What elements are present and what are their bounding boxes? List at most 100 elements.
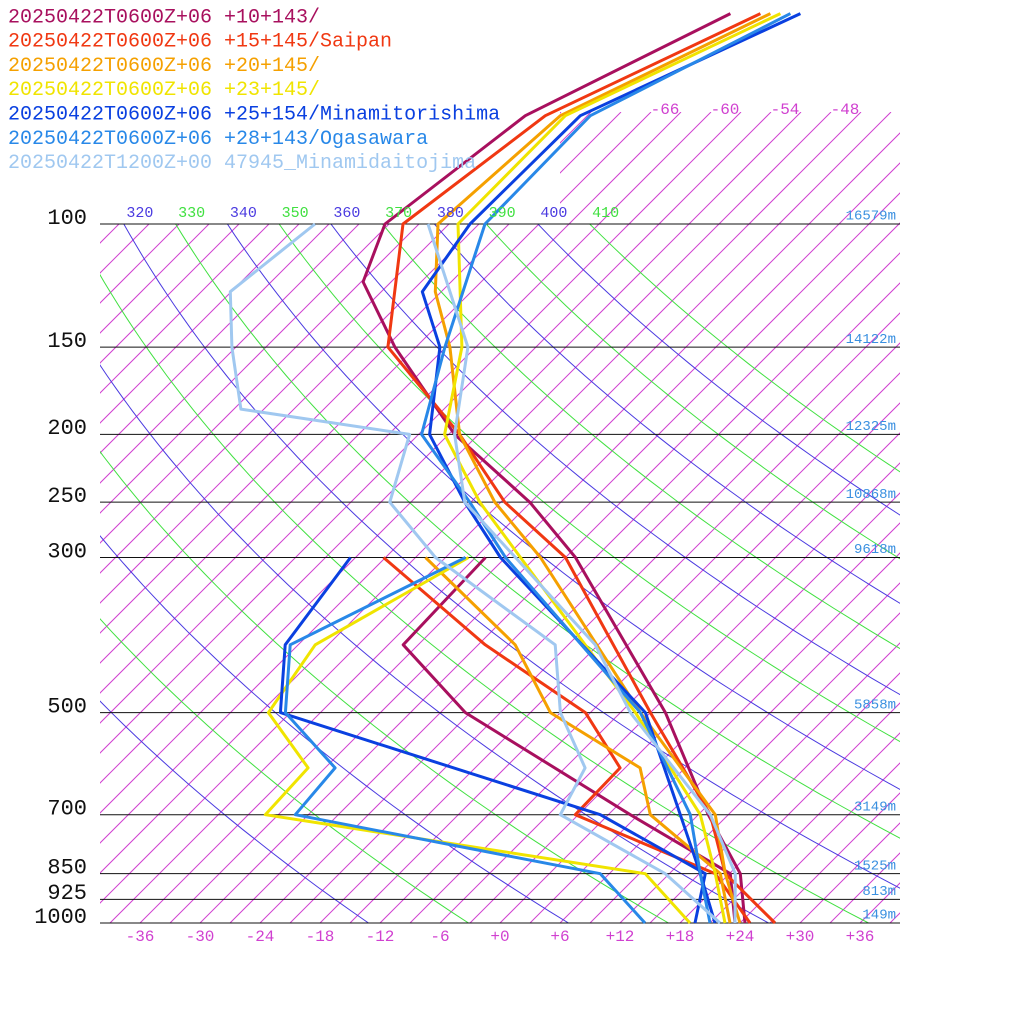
isotherm — [100, 112, 862, 923]
height-label: 1525m — [854, 858, 896, 874]
pressure-label: 700 — [47, 797, 87, 822]
dry-adiabats — [100, 224, 900, 923]
legend-entry: 20250422T0600Z+06 +28+143/Ogasawara — [8, 128, 428, 151]
x-tick-label: -30 — [186, 928, 215, 946]
isotherm — [100, 112, 802, 923]
isotherm — [529, 112, 900, 923]
height-label: 9618m — [854, 542, 896, 558]
isotherm — [199, 112, 900, 923]
dry-adiabat — [100, 450, 669, 923]
isotherm — [100, 112, 712, 923]
x-tick-label: +18 — [666, 928, 695, 946]
adiabat-label: 350 — [282, 205, 309, 222]
isotherm — [769, 112, 900, 923]
labels: -66 -60 -54 -48 320 330 340 350 360 370 380 390 400 4… — [8, 6, 896, 946]
dry-adiabat — [330, 224, 900, 696]
pressure-label: 300 — [47, 539, 87, 564]
isotherm — [469, 112, 900, 923]
dry-adiabat — [226, 224, 900, 790]
legend-entry: 20250422T0600Z+06 +10+143/ — [8, 6, 320, 29]
dewpoint-line — [401, 556, 737, 924]
legend-entry: 20250422T1200Z+00 47945_Minamidaitojima — [8, 152, 476, 175]
isotherm — [559, 112, 900, 923]
temperature-line — [386, 12, 777, 925]
x-tick-label: +24 — [726, 928, 755, 946]
dry-adiabat — [100, 618, 469, 923]
adiabat-label: 360 — [333, 205, 360, 222]
isotherm-label: -60 — [711, 101, 740, 119]
temperature-line — [426, 223, 737, 924]
height-label: 14122m — [846, 332, 896, 348]
isotherm — [439, 112, 900, 923]
dewpoint-line — [424, 556, 732, 924]
pressure-label: 150 — [47, 329, 87, 354]
isotherm — [259, 112, 900, 923]
dry-adiabat — [589, 224, 900, 473]
legend-entry: 20250422T0600Z+06 +15+145/Saipan — [8, 31, 392, 54]
isotherm — [100, 112, 772, 923]
adiabat-label: 320 — [126, 205, 153, 222]
isotherm-label: -48 — [831, 101, 860, 119]
pressure-label: 200 — [47, 416, 87, 441]
x-tick-label: -6 — [430, 928, 449, 946]
x-tick-label: +6 — [550, 928, 569, 946]
legend-entry: 20250422T0600Z+06 +20+145/ — [8, 55, 320, 78]
isotherm — [619, 112, 900, 923]
isotherm — [100, 112, 292, 923]
pressure-label: 850 — [47, 855, 87, 880]
isotherm — [100, 112, 502, 923]
height-label: 12325m — [846, 419, 896, 435]
isotherm — [100, 112, 592, 923]
x-tick-label: +12 — [606, 928, 635, 946]
height-label: 813m — [862, 884, 896, 900]
isotherm — [100, 112, 562, 923]
profiles — [228, 12, 802, 925]
x-tick-label: -12 — [366, 928, 395, 946]
isotherm — [100, 112, 322, 923]
dewpoint-line — [228, 222, 722, 925]
dewpoint-line — [263, 556, 692, 925]
isotherm — [139, 112, 900, 923]
isotherm — [109, 112, 900, 923]
pressure-label: 925 — [47, 881, 87, 906]
dry-adiabat — [100, 273, 869, 923]
temperature-line — [443, 12, 782, 924]
isotherm — [229, 112, 900, 923]
adiabat-label: 330 — [178, 205, 205, 222]
isotherm-label: -54 — [771, 101, 800, 119]
isotherm — [649, 112, 900, 923]
isotherm — [499, 112, 900, 923]
temperature-line — [420, 12, 792, 924]
isotherm — [100, 112, 262, 923]
dewpoint-line — [283, 556, 647, 925]
legend-entry: 20250422T0600Z+06 +23+145/ — [8, 79, 320, 102]
pressure-label: 1000 — [34, 905, 87, 930]
isotherm-label: -66 — [651, 101, 680, 119]
pressure-label: 100 — [47, 206, 87, 231]
isotherm — [100, 112, 742, 923]
isotherm — [169, 112, 900, 923]
height-label: 3149m — [854, 799, 896, 815]
isotherm — [349, 112, 900, 923]
dry-adiabat — [100, 535, 569, 923]
x-tick-label: +30 — [786, 928, 815, 946]
isotherm — [100, 112, 472, 923]
isotherm — [100, 112, 232, 923]
x-tick-label: +36 — [846, 928, 875, 946]
pressure-label: 250 — [47, 484, 87, 509]
isotherm — [100, 112, 532, 923]
isotherm — [100, 112, 382, 923]
dry-adiabat — [485, 224, 900, 560]
isotherm — [100, 112, 622, 923]
adiabat-label: 400 — [540, 205, 567, 222]
x-tick-label: -36 — [126, 928, 155, 946]
isotherm — [289, 112, 900, 923]
temperature-line — [433, 12, 772, 924]
dry-adiabat — [175, 224, 900, 839]
isotherm — [319, 112, 900, 923]
isotherm — [100, 112, 652, 923]
dry-adiabat — [537, 224, 900, 516]
dry-adiabat — [100, 700, 369, 923]
adiabat-label: 380 — [437, 205, 464, 222]
